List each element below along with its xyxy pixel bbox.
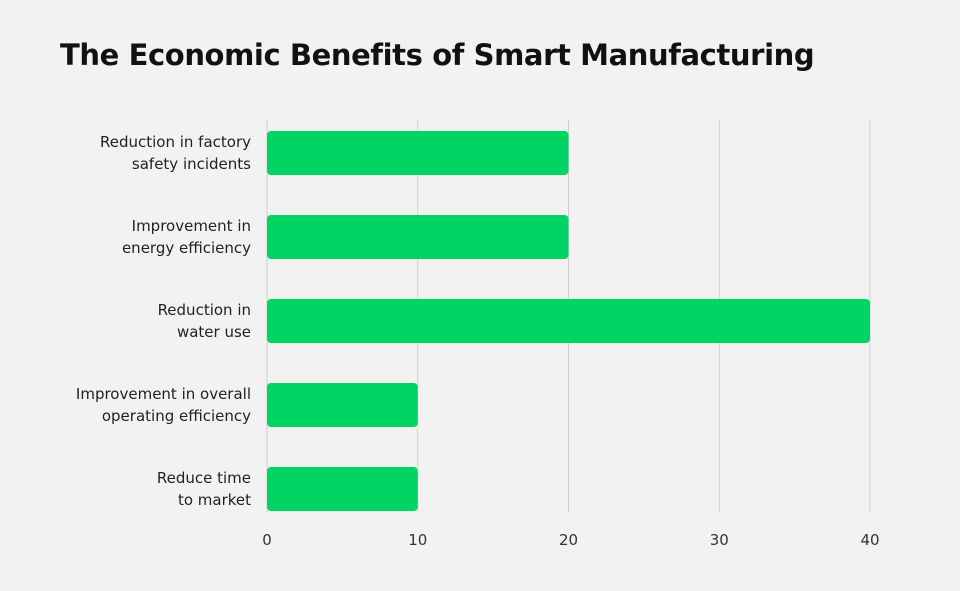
category-label-line: water use — [177, 323, 251, 341]
category-label-line: Reduce time — [157, 469, 251, 487]
bar-5 — [267, 467, 418, 511]
category-label: Improvement in overall operating efficien… — [76, 385, 251, 425]
chart-title: The Economic Benefits of Smart Manufactu… — [60, 38, 815, 72]
x-axis-ticks: 0 10 20 30 40 — [262, 531, 879, 549]
bar-2 — [267, 215, 569, 259]
bar-1 — [267, 131, 569, 175]
category-label: Improvement in energy efficiency — [122, 217, 251, 257]
category-label-line: Improvement in overall — [76, 385, 251, 403]
x-tick-label: 0 — [262, 531, 272, 549]
category-label-line: Reduction in factory — [100, 133, 251, 151]
category-label: Reduction in water use — [158, 301, 251, 341]
x-tick-label: 40 — [860, 531, 879, 549]
category-label: Reduction in factory safety incidents — [100, 133, 251, 173]
category-label-line: operating efficiency — [102, 407, 251, 425]
category-label-line: Reduction in — [158, 301, 251, 319]
category-label-line: energy efficiency — [122, 239, 251, 257]
category-label-line: Improvement in — [132, 217, 251, 235]
category-label-line: safety incidents — [132, 155, 251, 173]
category-labels: Reduction in factory safety incidents Impr… — [76, 133, 251, 509]
category-label: Reduce time to market — [157, 469, 251, 509]
bar-4 — [267, 383, 418, 427]
x-tick-label: 20 — [559, 531, 578, 549]
x-tick-label: 10 — [408, 531, 427, 549]
category-label-line: to market — [178, 491, 251, 509]
bar-3 — [267, 299, 870, 343]
bars — [267, 131, 870, 511]
x-tick-label: 30 — [710, 531, 729, 549]
